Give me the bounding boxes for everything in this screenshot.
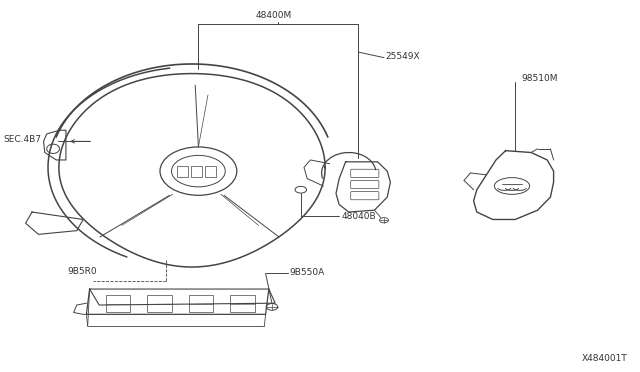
Text: 48040B: 48040B	[341, 212, 376, 221]
Text: 48400M: 48400M	[256, 12, 292, 20]
Text: 9B5R0: 9B5R0	[67, 267, 97, 276]
Text: 9B550A: 9B550A	[289, 268, 324, 277]
Text: 25549X: 25549X	[385, 52, 420, 61]
Text: 98510M: 98510M	[522, 74, 558, 83]
Text: SEC.4B7: SEC.4B7	[3, 135, 41, 144]
Text: X484001T: X484001T	[582, 354, 627, 363]
